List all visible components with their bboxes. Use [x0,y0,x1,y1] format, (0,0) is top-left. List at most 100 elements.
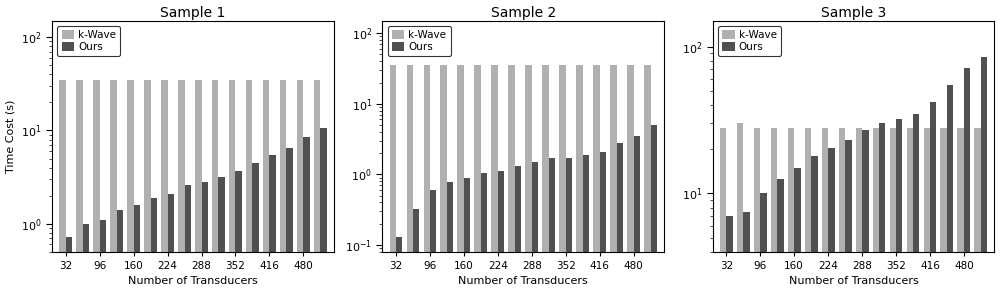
Bar [83,224,89,292]
Bar [896,119,902,292]
Bar [481,173,487,292]
Bar [981,57,987,292]
Bar [924,128,930,292]
Bar [100,220,106,292]
Bar [66,237,72,292]
Bar [303,137,310,292]
Bar [890,128,896,292]
Bar [559,65,566,292]
Bar [811,156,818,292]
Bar [320,128,327,292]
Bar [413,209,419,292]
Bar [720,128,726,292]
Title: Sample 1: Sample 1 [160,6,226,20]
Bar [457,65,464,292]
Bar [110,80,117,292]
Legend: k-Wave, Ours: k-Wave, Ours [57,26,120,56]
Bar [610,65,617,292]
Bar [913,114,919,292]
Bar [542,65,549,292]
Bar [246,80,252,292]
Bar [964,67,970,292]
Bar [726,216,733,292]
Bar [593,65,600,292]
Bar [839,128,845,292]
Bar [583,155,589,292]
Bar [424,65,430,292]
Bar [269,155,276,292]
Bar [515,166,521,292]
Bar [828,148,835,292]
Bar [947,85,953,292]
Bar [286,148,293,292]
Bar [235,171,242,292]
Bar [862,130,869,292]
Bar [117,210,123,292]
Bar [263,80,269,292]
Bar [532,162,538,292]
Y-axis label: Time Cost (s): Time Cost (s) [6,100,16,173]
Bar [974,128,981,292]
Bar [627,65,634,292]
Bar [229,80,235,292]
Bar [940,128,947,292]
Bar [737,123,743,292]
Bar [549,158,555,292]
Bar [390,65,396,292]
Bar [788,128,794,292]
Bar [634,136,640,292]
Bar [178,80,185,292]
Bar [218,177,225,292]
Bar [59,80,66,292]
Bar [879,123,885,292]
Bar [856,128,862,292]
Bar [566,158,572,292]
Bar [212,80,218,292]
Bar [822,128,828,292]
Bar [474,65,481,292]
Bar [651,125,657,292]
Bar [407,65,413,292]
Bar [617,143,623,292]
Bar [777,179,784,292]
Bar [805,128,811,292]
Bar [314,80,320,292]
Bar [396,237,402,292]
Bar [161,80,168,292]
Bar [754,128,760,292]
Bar [743,212,750,292]
Bar [430,190,436,292]
Bar [76,80,83,292]
Bar [957,128,964,292]
Bar [794,168,801,292]
Bar [873,128,879,292]
Bar [771,128,777,292]
Legend: k-Wave, Ours: k-Wave, Ours [718,26,781,56]
Bar [760,193,767,292]
Bar [134,205,140,292]
Bar [297,80,303,292]
Bar [525,65,532,292]
Bar [144,80,151,292]
Bar [491,65,498,292]
Bar [644,65,651,292]
Bar [845,140,852,292]
Bar [151,198,157,292]
Bar [93,80,100,292]
Bar [600,152,606,292]
X-axis label: Number of Transducers: Number of Transducers [789,277,918,286]
Bar [508,65,515,292]
Bar [168,194,174,292]
Title: Sample 2: Sample 2 [491,6,556,20]
Bar [576,65,583,292]
Bar [195,80,202,292]
Bar [280,80,286,292]
Bar [202,182,208,292]
Title: Sample 3: Sample 3 [821,6,886,20]
Bar [907,128,913,292]
Bar [252,163,259,292]
Bar [498,171,504,292]
X-axis label: Number of Transducers: Number of Transducers [128,277,258,286]
Bar [127,80,134,292]
Legend: k-Wave, Ours: k-Wave, Ours [388,26,451,56]
